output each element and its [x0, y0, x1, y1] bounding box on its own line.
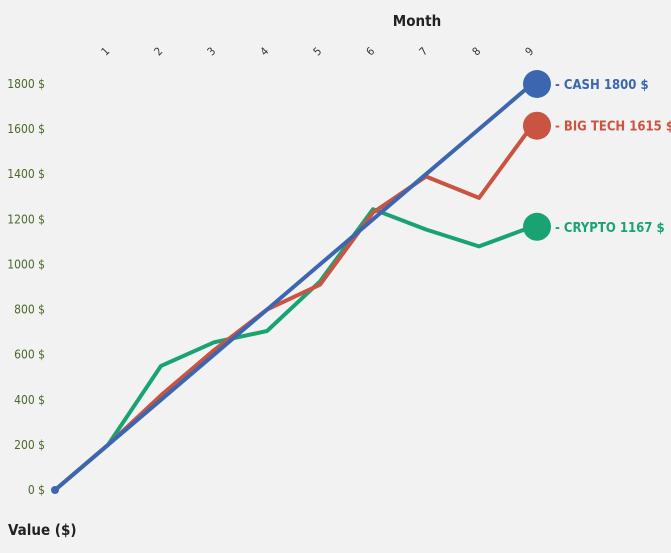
series-line-crypto	[53, 207, 534, 492]
series-lines	[53, 82, 534, 492]
x-axis-ticks: 1 2 3 4 5 6 7 8 9	[99, 45, 537, 59]
y-tick-label: 1000 $	[7, 257, 45, 271]
x-tick-label: 6	[364, 45, 378, 59]
end-label-crypto: - CRYPTO 1167 $	[555, 221, 665, 236]
y-tick-label: 400 $	[14, 393, 45, 407]
y-axis-title: Value ($)	[8, 521, 77, 539]
series-markers	[51, 70, 551, 494]
end-marker-crypto	[523, 212, 551, 241]
origin-point	[51, 486, 59, 494]
x-tick-label: 9	[523, 45, 537, 59]
series-end-labels: - CRYPTO 1167 $ - BIG TECH 1615 $ - CASH 1…	[555, 78, 671, 236]
y-tick-label: 1200 $	[7, 212, 45, 226]
x-tick-label: 5	[311, 45, 325, 59]
x-tick-label: 7	[417, 45, 431, 59]
y-tick-label: 0 $	[28, 483, 45, 497]
x-tick-label: 4	[258, 45, 272, 59]
y-tick-label: 800 $	[14, 303, 45, 317]
x-tick-label: 3	[205, 45, 219, 59]
y-tick-label: 1400 $	[7, 167, 45, 181]
end-marker-big-tech	[523, 111, 551, 140]
y-tick-label: 1800 $	[7, 77, 45, 91]
end-label-big-tech: - BIG TECH 1615 $	[555, 120, 671, 135]
y-tick-label: 1600 $	[7, 122, 45, 136]
end-marker-cash	[523, 70, 551, 98]
y-axis-ticks: 0 $ 200 $ 400 $ 600 $ 800 $ 1000 $ 1200 $ 1400 …	[7, 77, 45, 497]
y-tick-label: 600 $	[14, 348, 45, 362]
y-tick-label: 200 $	[14, 438, 45, 452]
end-label-cash: - CASH 1800 $	[555, 78, 649, 93]
x-tick-label: 8	[470, 45, 484, 59]
series-line-cash	[53, 82, 534, 492]
x-axis-title: Month	[393, 12, 441, 30]
x-tick-label: 2	[152, 45, 166, 59]
x-tick-label: 1	[99, 45, 113, 59]
